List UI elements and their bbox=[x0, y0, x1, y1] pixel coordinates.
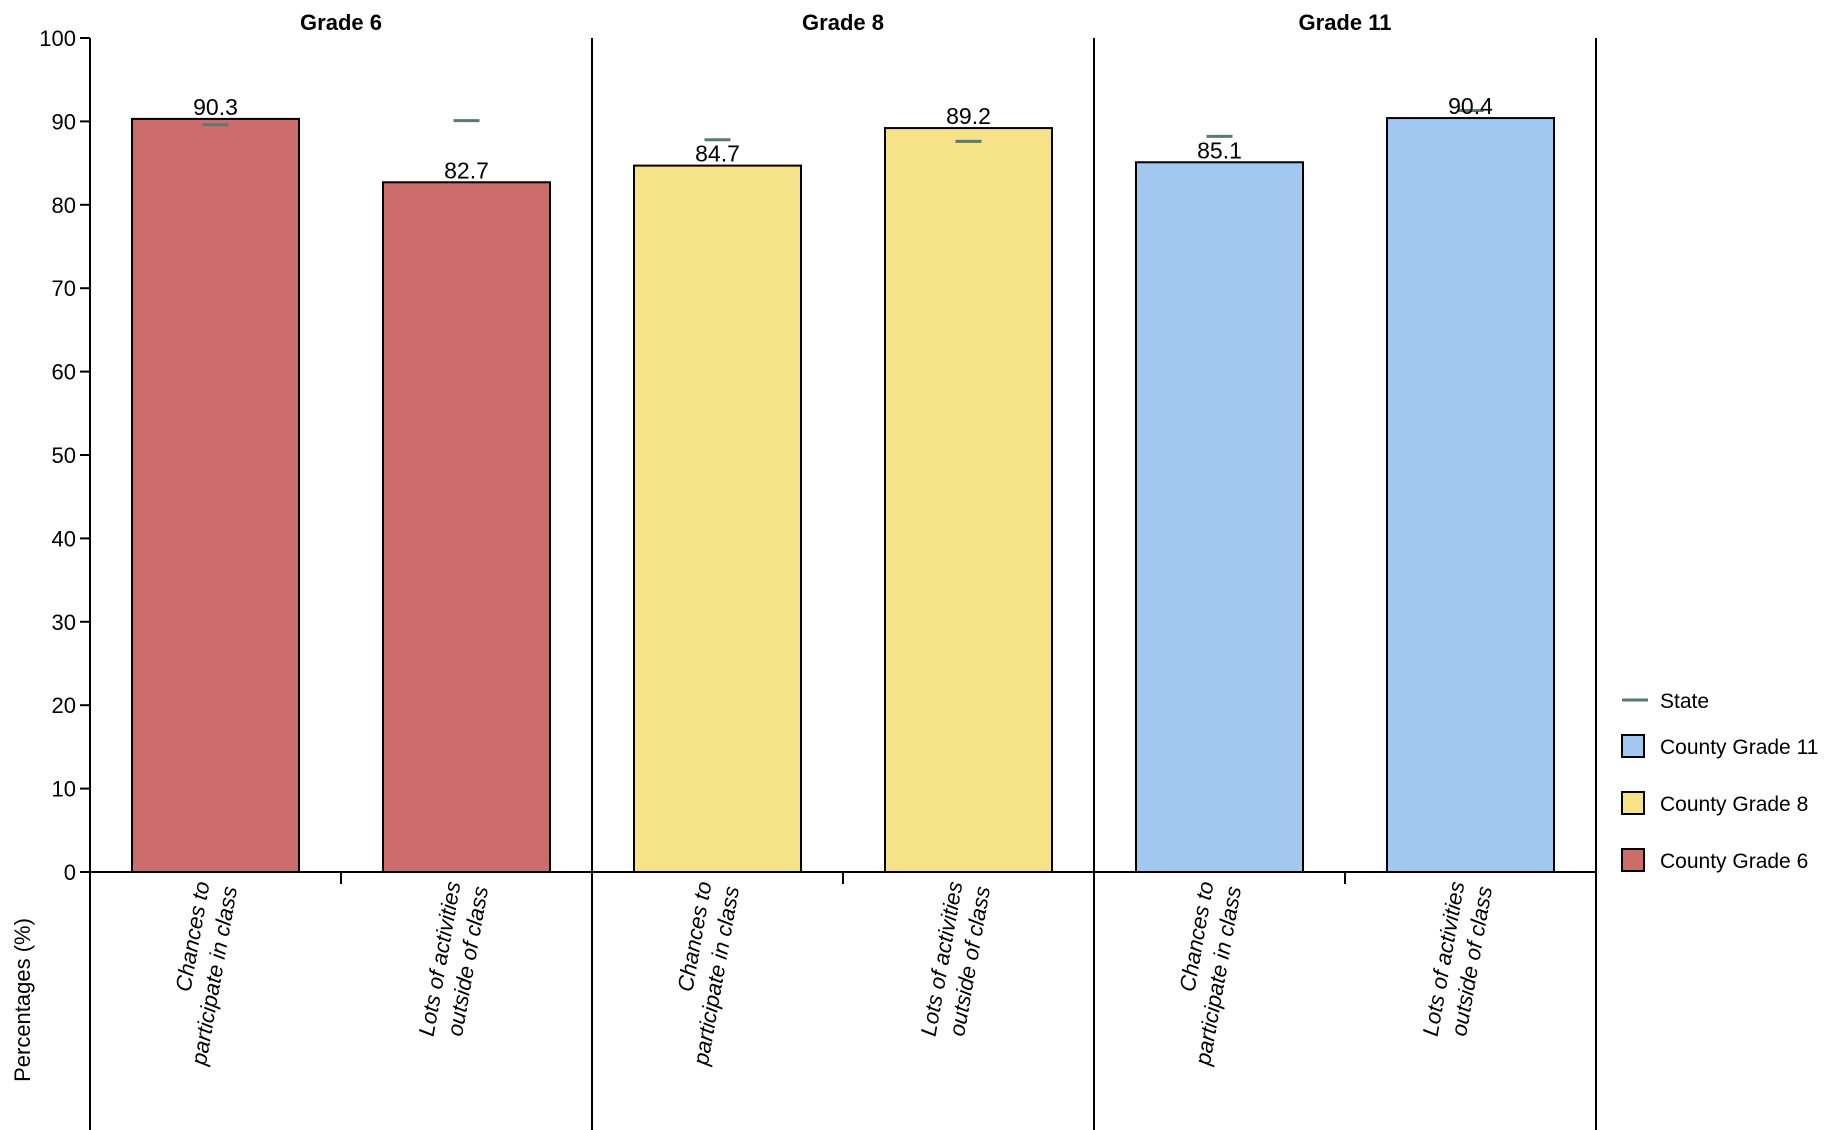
y-tick-label: 0 bbox=[64, 860, 76, 885]
legend-label: County Grade 8 bbox=[1660, 793, 1808, 816]
y-tick-label: 100 bbox=[39, 26, 76, 51]
bar bbox=[1135, 161, 1304, 874]
bar bbox=[131, 117, 300, 873]
y-tick-label: 70 bbox=[52, 276, 76, 301]
y-tick-label: 60 bbox=[52, 360, 76, 385]
legend-swatch bbox=[1621, 791, 1645, 815]
legend-label: State bbox=[1660, 690, 1709, 713]
panel-title: Grade 6 bbox=[300, 10, 382, 35]
y-tick-label: 40 bbox=[52, 526, 76, 551]
legend-swatch bbox=[1621, 848, 1645, 872]
legend-label: County Grade 11 bbox=[1660, 736, 1818, 759]
panel-title: Grade 11 bbox=[1299, 10, 1392, 35]
data-label: 84.7 bbox=[695, 141, 740, 167]
bar bbox=[1386, 117, 1555, 873]
panel-title: Grade 8 bbox=[802, 10, 884, 35]
data-label: 90.3 bbox=[193, 94, 238, 120]
bar bbox=[633, 164, 802, 874]
legend-label: County Grade 6 bbox=[1660, 850, 1808, 873]
y-tick-label: 20 bbox=[52, 693, 76, 718]
data-label: 89.2 bbox=[946, 103, 991, 129]
bar bbox=[884, 127, 1053, 873]
y-axis-title: Percentages (%) bbox=[10, 918, 35, 1082]
y-tick-label: 80 bbox=[52, 193, 76, 218]
data-label: 85.1 bbox=[1197, 137, 1242, 163]
y-tick-label: 10 bbox=[52, 777, 76, 802]
bar bbox=[382, 181, 551, 874]
y-tick-label: 50 bbox=[52, 443, 76, 468]
y-tick-label: 30 bbox=[52, 610, 76, 635]
data-label: 90.4 bbox=[1448, 93, 1493, 119]
legend-swatch bbox=[1621, 734, 1645, 758]
y-tick-label: 90 bbox=[52, 109, 76, 134]
data-label: 82.7 bbox=[444, 157, 489, 183]
